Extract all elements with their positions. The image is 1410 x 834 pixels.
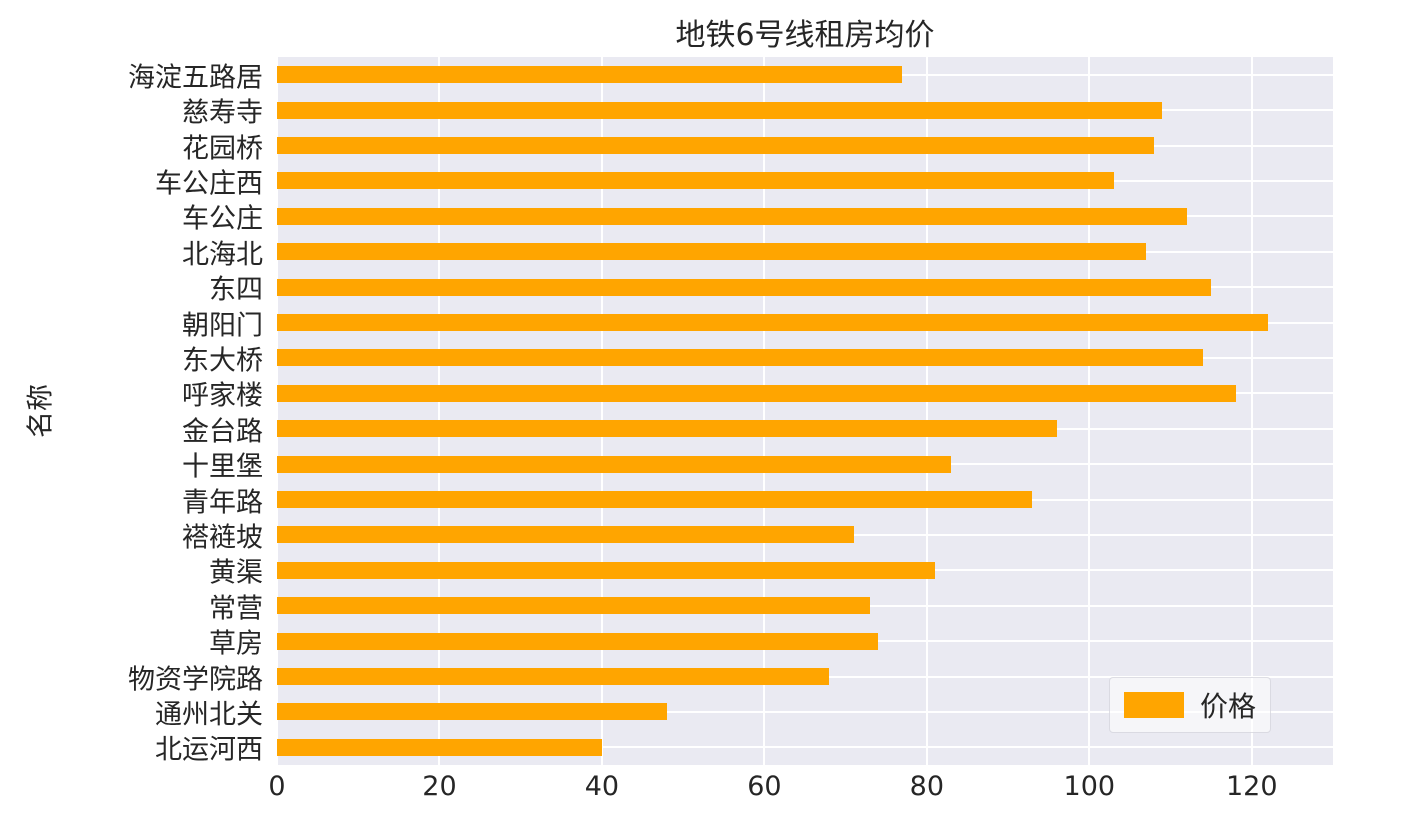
bar [277,137,1155,154]
legend-swatch [1123,692,1184,718]
y-tick-label: 朝阳门 [182,310,263,341]
bar [277,384,1236,402]
bar [277,597,870,615]
y-tick-label: 北运河西 [155,734,263,766]
y-tick-label: 金台路 [182,416,263,448]
bar [277,66,903,84]
bar [277,703,667,721]
bar [277,455,952,473]
y-tick-label: 东四 [209,274,263,306]
x-tick-label: 100 [1063,771,1116,802]
y-tick-label: 褡裢坡 [182,522,263,554]
y-tick-label: 通州北关 [155,699,263,731]
gridline-vertical [925,57,928,765]
y-tick-label: 物资学院路 [128,664,263,695]
bar [277,101,1163,119]
bar [277,420,1057,438]
gridline-horizontal [277,710,1333,713]
gridline-vertical [276,57,278,765]
y-tick-labels: 海淀五路居 慈寿寺花园桥车公庄西 车公庄北海北 东四朝阳门东大桥 呼家楼金台路 十里堡青年… [0,57,270,766]
y-tick-label: 东大桥 [182,345,263,377]
bar [277,207,1187,225]
y-tick-label: 十里堡 [182,451,263,483]
x-tick-labels: 0 20 40 60 80 100 120 [0,771,1410,811]
y-tick-label: 草房 [209,628,263,660]
x-tick-label: 20 [422,771,457,802]
legend: 价格 [1108,677,1271,733]
y-tick-label: 海淀五路居 [128,62,263,94]
bar [277,243,1147,261]
y-tick-label: 慈寿寺 [182,97,263,129]
x-tick-label: 40 [584,771,620,802]
legend-label: 价格 [1199,690,1256,723]
y-tick-label: 常营 [209,593,263,625]
plot-area: 价格 [276,57,1333,765]
y-tick-label: 花园桥 [182,133,263,164]
y-tick-label: 北海北 [182,239,263,271]
bar [277,172,1114,190]
y-tick-label: 车公庄 [182,203,263,235]
y-tick-label: 青年路 [182,487,263,518]
x-tick-label: 120 [1225,771,1278,802]
y-tick-label: 黄渠 [209,557,263,589]
gridline-vertical [1088,57,1091,765]
x-tick-label: 80 [909,771,945,802]
gridline-vertical [1250,57,1253,765]
bar [277,668,830,685]
bar [277,561,935,579]
gridline-vertical [600,57,603,765]
bar [277,349,1204,367]
y-tick-label: 车公庄西 [155,168,263,200]
bar [277,314,1268,331]
x-tick-label: 0 [268,771,286,802]
gridline-vertical [438,57,441,765]
gridline-horizontal [277,746,1333,749]
gridline-vertical [763,57,766,765]
y-tick-label: 呼家楼 [182,380,263,412]
bar [277,738,602,756]
bar [277,278,1212,296]
chart-title: 地铁6号线租房均价 [675,18,935,53]
bar [277,526,854,544]
x-tick-label: 60 [747,771,782,802]
bar [277,632,879,650]
bar [277,491,1033,508]
